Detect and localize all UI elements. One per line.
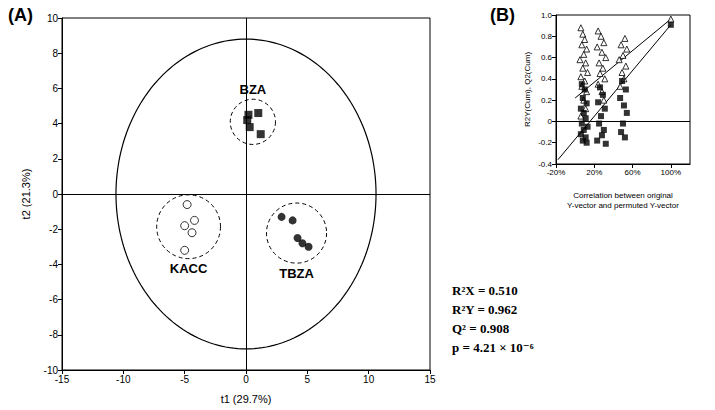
svg-text:t2 (21.3%): t2 (21.3%): [20, 169, 32, 220]
svg-text:p = 4.21 × 10⁻⁶: p = 4.21 × 10⁻⁶: [452, 340, 534, 355]
svg-text:0: 0: [548, 117, 553, 126]
svg-text:0: 0: [243, 374, 249, 385]
svg-text:t1 (29.7%): t1 (29.7%): [221, 393, 272, 405]
svg-text:5: 5: [305, 374, 311, 385]
svg-text:2: 2: [52, 153, 58, 164]
svg-text:15: 15: [424, 374, 436, 385]
svg-text:TBZA: TBZA: [279, 266, 314, 281]
svg-text:KACC: KACC: [170, 261, 208, 276]
svg-text:-5: -5: [180, 374, 189, 385]
svg-text:Y-vector and permuted Y-vector: Y-vector and permuted Y-vector: [567, 201, 679, 210]
svg-text:-10: -10: [116, 374, 131, 385]
svg-text:Correlation between original: Correlation between original: [573, 191, 673, 200]
svg-text:0.4: 0.4: [541, 74, 553, 83]
svg-text:-10: -10: [43, 364, 58, 376]
svg-text:-2: -2: [49, 224, 58, 235]
svg-text:-15: -15: [55, 374, 70, 385]
svg-text:1.0: 1.0: [541, 11, 553, 20]
svg-text:10: 10: [47, 13, 59, 24]
svg-text:10: 10: [363, 374, 375, 385]
svg-text:R²Y = 0.962: R²Y = 0.962: [452, 302, 517, 317]
svg-text:(B): (B): [490, 5, 515, 25]
svg-text:0.2: 0.2: [541, 96, 553, 105]
svg-text:4: 4: [52, 118, 58, 129]
svg-text:0: 0: [52, 189, 58, 200]
svg-text:0.6: 0.6: [541, 53, 553, 62]
svg-text:-6: -6: [49, 294, 58, 305]
svg-text:R2Y(Cum), Q2(Cum): R2Y(Cum), Q2(Cum): [523, 52, 532, 127]
svg-text:-8: -8: [49, 329, 58, 340]
svg-text:0.8: 0.8: [541, 32, 553, 41]
svg-text:BZA: BZA: [240, 82, 267, 97]
svg-text:R²X = 0.510: R²X = 0.510: [452, 283, 518, 298]
svg-text:8: 8: [52, 48, 58, 59]
svg-text:20%: 20%: [586, 168, 602, 177]
svg-text:-4: -4: [49, 259, 58, 270]
svg-text:6: 6: [52, 83, 58, 94]
svg-text:-20%: -20%: [547, 168, 566, 177]
svg-text:Q² = 0.908: Q² = 0.908: [452, 321, 510, 336]
svg-text:100%: 100%: [661, 168, 681, 177]
svg-text:60%: 60%: [625, 168, 641, 177]
svg-text:-0.2: -0.2: [538, 138, 552, 147]
svg-text:-0.4: -0.4: [538, 159, 552, 169]
svg-text:(A): (A): [8, 5, 33, 25]
